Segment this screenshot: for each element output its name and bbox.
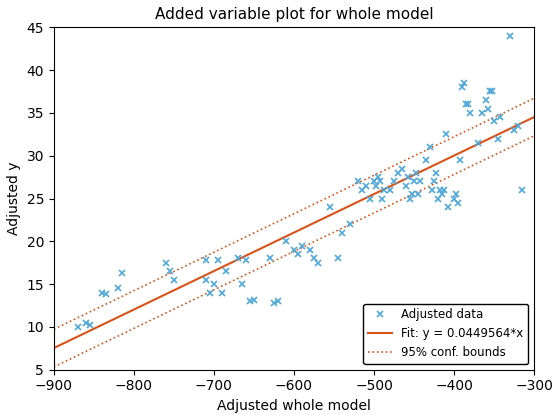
Adjusted data bbox=[203, 277, 209, 282]
Adjusted data bbox=[251, 297, 258, 302]
Title: Added variable plot for whole model: Added variable plot for whole model bbox=[155, 7, 433, 22]
Adjusted data bbox=[511, 128, 517, 133]
Adjusted data bbox=[515, 123, 521, 128]
Adjusted data bbox=[74, 324, 81, 329]
Adjusted data bbox=[519, 187, 525, 192]
Y-axis label: Adjusted y: Adjusted y bbox=[7, 162, 21, 235]
Adjusted data bbox=[270, 300, 277, 305]
Adjusted data bbox=[465, 102, 472, 107]
X-axis label: Adjusted whole model: Adjusted whole model bbox=[217, 399, 371, 413]
Adjusted data bbox=[507, 33, 514, 38]
Legend: Adjusted data, Fit: y = 0.0449564*x, 95% conf. bounds: Adjusted data, Fit: y = 0.0449564*x, 95%… bbox=[363, 304, 528, 364]
Line: Adjusted data: Adjusted data bbox=[74, 32, 526, 331]
